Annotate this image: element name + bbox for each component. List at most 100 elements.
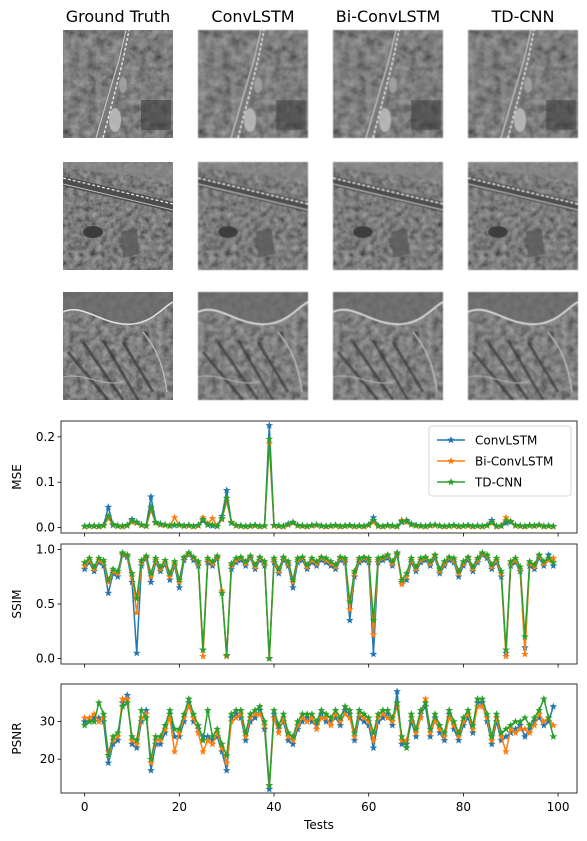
data-point: [270, 521, 278, 529]
data-point: [80, 713, 89, 722]
data-point: [364, 520, 373, 529]
data-point: [137, 713, 146, 722]
data-point: [450, 521, 458, 529]
data-point: [511, 728, 520, 737]
data-point: [241, 728, 250, 737]
data-point: [104, 514, 113, 522]
data-point: [156, 567, 165, 575]
data-point: [132, 594, 141, 602]
data-point: [383, 713, 392, 722]
data-point: [270, 554, 278, 562]
data-point: [241, 559, 250, 567]
data-point: [540, 522, 548, 530]
data-point: [535, 710, 543, 718]
legend-label: ConvLSTM: [475, 434, 537, 448]
data-point: [487, 518, 496, 526]
data-point: [454, 567, 463, 575]
data-point: [213, 522, 222, 530]
series-bi-convlstm: [80, 695, 558, 789]
data-point: [421, 556, 430, 564]
data-point: [497, 728, 506, 737]
data-point: [203, 520, 212, 528]
data-point: [454, 572, 463, 580]
data-point: [487, 732, 496, 740]
data-point: [322, 554, 330, 562]
data-point: [450, 725, 458, 733]
data-point: [237, 556, 245, 564]
data-point: [540, 561, 548, 570]
data-point: [345, 713, 354, 722]
data-point: [208, 557, 217, 565]
data-point: [416, 713, 425, 722]
data-point: [322, 717, 330, 725]
data-point: [540, 717, 548, 725]
data-point: [312, 559, 321, 567]
data-point: [516, 721, 524, 729]
data-point: [440, 522, 449, 530]
y-tick-label: 0.0: [36, 521, 55, 535]
data-point: [279, 713, 288, 722]
x-tick-label: 20: [172, 800, 187, 814]
column-title: TD-CNN: [491, 7, 555, 26]
data-point: [109, 565, 117, 573]
data-point: [232, 706, 240, 714]
data-point: [412, 728, 420, 737]
data-point: [147, 572, 155, 580]
data-point: [516, 521, 524, 529]
data-point: [118, 522, 127, 530]
data-point: [322, 556, 330, 564]
data-point: [327, 521, 335, 529]
data-point: [502, 732, 510, 740]
data-point: [232, 554, 240, 562]
data-point: [416, 706, 425, 714]
data-point: [303, 717, 311, 725]
data-point: [412, 521, 420, 529]
data-point: [265, 654, 274, 662]
data-point: [308, 717, 316, 725]
data-point: [289, 578, 297, 586]
data-point: [104, 758, 113, 767]
y-axis-label: SSIM: [10, 589, 24, 618]
data-point: [435, 565, 444, 573]
data-point: [166, 576, 174, 584]
data-point: [123, 695, 132, 703]
data-point: [426, 559, 435, 567]
data-point: [85, 713, 94, 722]
data-point: [407, 520, 416, 528]
data-point: [450, 721, 458, 729]
data-point: [469, 562, 477, 571]
data-point: [284, 557, 293, 565]
data-point: [161, 556, 169, 564]
data-point: [464, 710, 472, 718]
data-point: [535, 706, 543, 714]
data-point: [227, 710, 236, 718]
data-point: [308, 556, 316, 564]
data-point: [364, 554, 373, 562]
data-point: [393, 548, 401, 556]
data-point: [336, 556, 345, 564]
series-line: [84, 554, 555, 660]
data-point: [151, 732, 160, 740]
data-point: [123, 521, 132, 529]
data-point: [544, 713, 553, 722]
data-point: [194, 721, 203, 729]
data-point: [511, 554, 520, 562]
data-point: [331, 706, 340, 714]
data-point: [336, 522, 345, 530]
data-point: [99, 710, 108, 718]
data-point: [525, 521, 534, 529]
data-point: [516, 725, 524, 733]
data-point: [274, 725, 283, 733]
y-axis-label: PSNR: [10, 722, 24, 754]
data-point: [284, 732, 293, 740]
data-point: [360, 553, 368, 561]
data-point: [251, 713, 259, 722]
data-point: [123, 698, 132, 707]
data-point: [95, 558, 103, 566]
data-point: [374, 554, 382, 562]
data-point: [114, 728, 122, 737]
data-point: [90, 717, 98, 725]
data-point: [544, 717, 553, 725]
data-point: [118, 702, 127, 710]
data-point: [506, 721, 515, 729]
